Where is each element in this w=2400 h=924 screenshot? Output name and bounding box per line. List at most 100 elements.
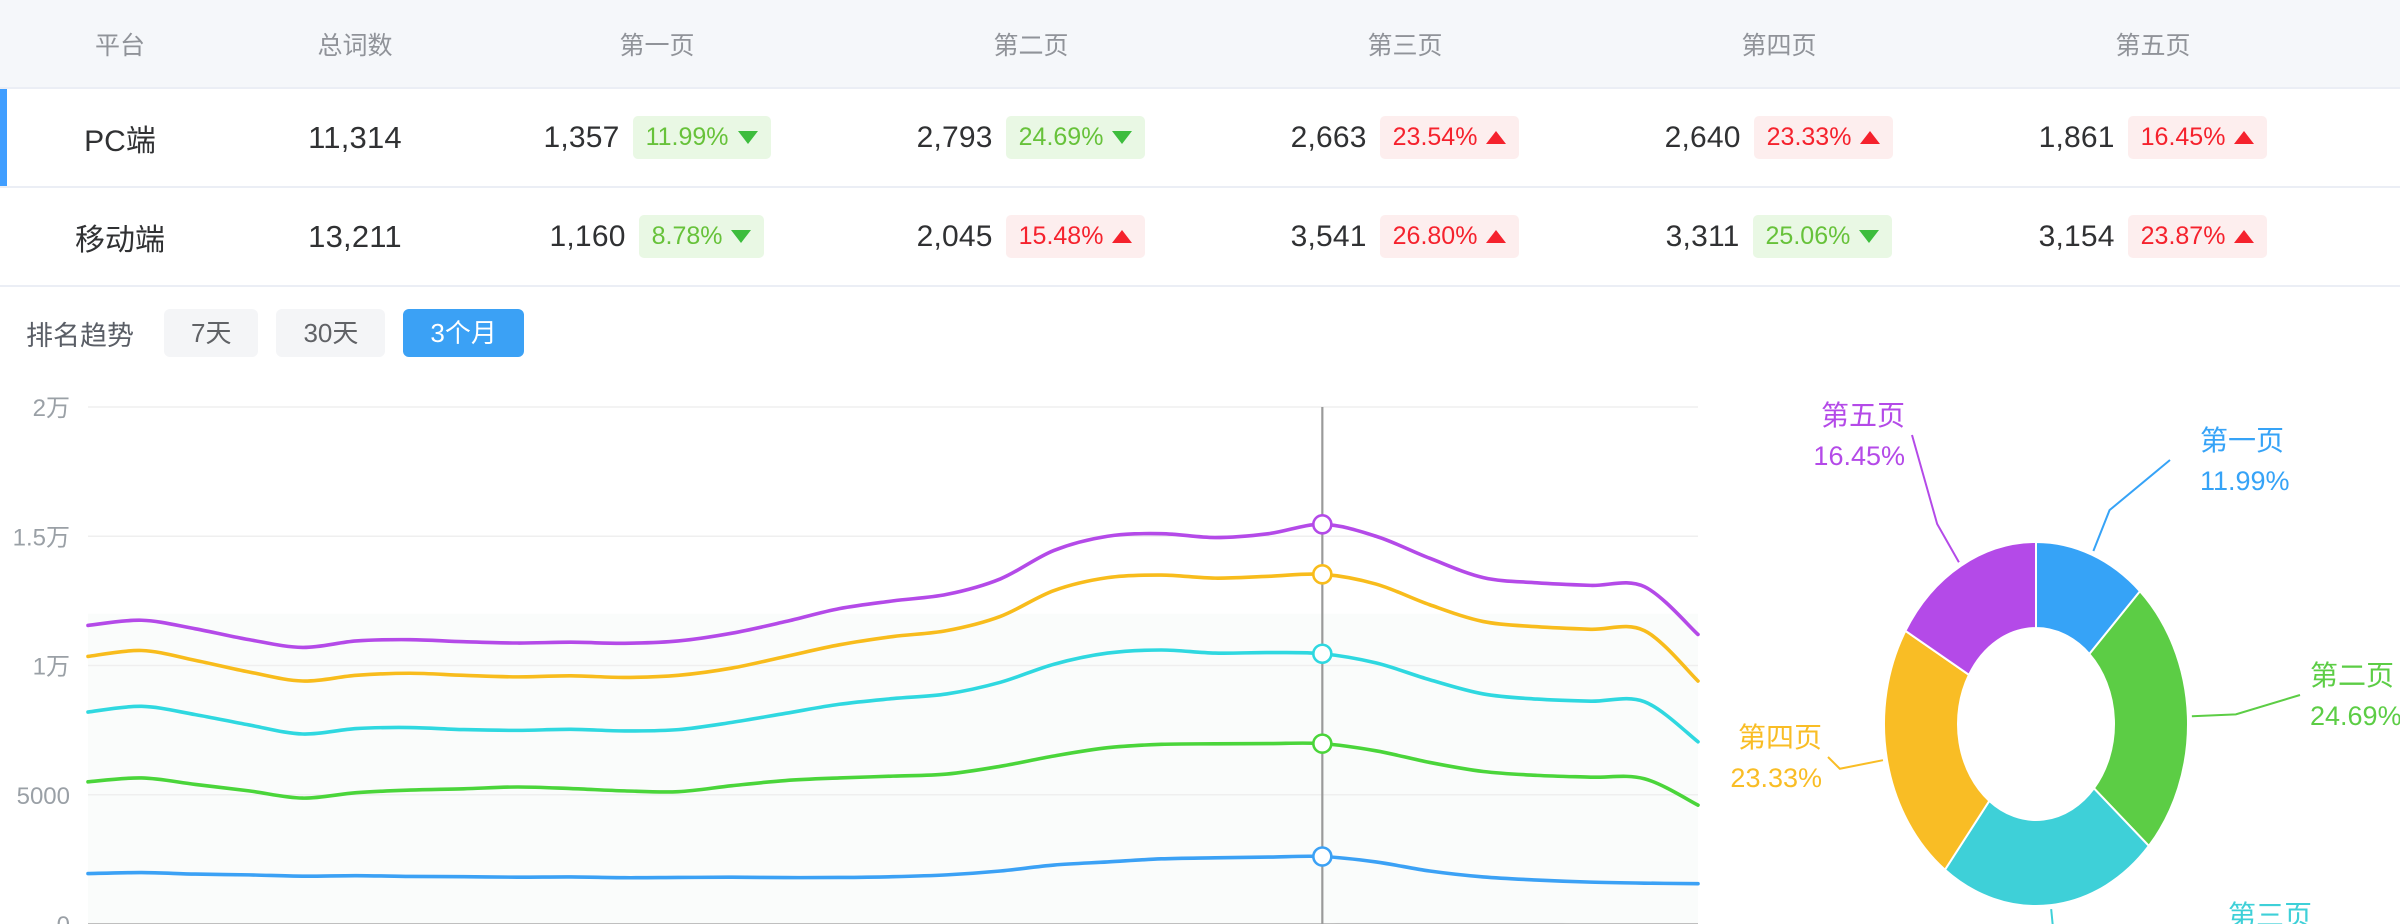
page-percent-badge: 16.45% <box>2127 116 2268 159</box>
page-percent-value: 16.45% <box>2140 123 2226 151</box>
table-row[interactable]: 移动端 13,211 1,160 8.78% 2,045 <box>0 187 2400 287</box>
page-count: 3,154 <box>2038 219 2115 253</box>
y-axis-tick: 1.5万 <box>13 524 70 551</box>
table-header-row: 平台 总词数 第一页 第二页 第三页 第四页 第五页 <box>0 0 2400 89</box>
page-count: 2,640 <box>1664 120 1741 154</box>
line-series-前20名 <box>86 741 1700 807</box>
page-count: 2,045 <box>916 219 993 253</box>
range-30days-button[interactable]: 30天 <box>276 309 386 357</box>
y-axis-tick: 0 <box>57 912 70 924</box>
total-value: 13,211 <box>308 218 402 254</box>
donut-label-name: 第五页 <box>1821 400 1905 431</box>
donut-leader-line <box>2092 459 2171 552</box>
hover-marker-前10名 <box>1312 846 1333 867</box>
cell-page-1: 1,357 11.99% <box>470 88 844 188</box>
donut-label-name: 第一页 <box>2200 425 2284 456</box>
cell-page-3: 2,663 23.54% <box>1218 88 1592 188</box>
page-percent-value: 24.69% <box>1018 123 1104 151</box>
page-percent-badge: 15.48% <box>1005 215 1146 258</box>
th-platform: 平台 <box>0 0 240 89</box>
donut-label-value: 16.45% <box>1813 441 1905 471</box>
page-count: 2,793 <box>916 120 993 154</box>
donut-slice-第五页[interactable] <box>1904 540 2037 677</box>
page-count: 1,357 <box>543 120 620 154</box>
triangle-up-icon <box>2234 131 2255 144</box>
cell-platform: PC端 <box>0 88 240 188</box>
donut-leader-line <box>2050 909 2054 924</box>
th-page-1: 第一页 <box>470 0 844 89</box>
hover-marker-前40名 <box>1312 564 1333 585</box>
hover-marker-前30名 <box>1312 643 1333 665</box>
page-percent-badge: 23.54% <box>1379 116 1520 159</box>
cell-actions <box>2340 88 2400 188</box>
cell-page-4: 2,640 23.33% <box>1592 88 1966 188</box>
triangle-up-icon <box>1486 131 1507 144</box>
triangle-down-icon <box>1112 131 1133 144</box>
cell-page-1: 1,160 8.78% <box>470 187 844 287</box>
donut-label-name: 第三页 <box>2228 900 2312 924</box>
donut-leader-line <box>1827 756 1884 770</box>
total-value: 11,314 <box>308 119 402 155</box>
page-count: 1,861 <box>2038 120 2115 154</box>
page-percent-value: 23.54% <box>1392 123 1478 151</box>
page-count: 2,663 <box>1290 120 1367 154</box>
th-page-2: 第二页 <box>844 0 1218 89</box>
cell-page-2: 2,793 24.69% <box>844 88 1218 188</box>
donut-slice-第三页[interactable] <box>1943 786 2151 907</box>
th-page-3: 第三页 <box>1218 0 1592 89</box>
page-percent-badge: 8.78% <box>638 215 765 258</box>
page-percent-badge: 23.33% <box>1753 116 1894 159</box>
page-count: 1,160 <box>549 219 626 253</box>
cell-total: 13,211 <box>240 187 470 287</box>
platform-rank-table: 平台 总词数 第一页 第二页 第三页 第四页 第五页 PC端 11,314 1,… <box>0 0 2400 287</box>
line-series-前10名 <box>86 854 1700 886</box>
cell-page-5: 3,154 23.87% <box>1966 187 2340 287</box>
triangle-up-icon <box>1112 230 1133 243</box>
rank-trend-line-chart[interactable]: 050001万1.5万2万07-3108-1008-2008-3009-0909… <box>0 379 1700 924</box>
y-axis-tick: 1万 <box>33 654 70 681</box>
trend-toolbar: 排名趋势 7天 30天 3个月 <box>0 287 2400 379</box>
donut-slice-第二页[interactable] <box>2088 589 2189 848</box>
hover-marker-前50名 <box>1312 514 1333 535</box>
cell-page-4: 3,311 25.06% <box>1592 187 1966 287</box>
cell-platform: 移动端 <box>0 187 240 287</box>
table-row[interactable]: PC端 11,314 1,357 11.99% 2,793 <box>0 88 2400 188</box>
charts-area: 爱站网 050001万1.5万2万07-3108-1008-2008-3009-… <box>0 379 2400 924</box>
page-count: 3,541 <box>1290 219 1367 253</box>
cell-page-3: 3,541 26.80% <box>1218 187 1592 287</box>
range-3months-button[interactable]: 3个月 <box>403 309 524 357</box>
page-percent-value: 25.06% <box>1765 222 1851 250</box>
th-page-4: 第四页 <box>1592 0 1966 89</box>
page-percent-badge: 11.99% <box>632 116 771 159</box>
hover-marker-前20名 <box>1312 733 1333 754</box>
th-actions <box>2340 0 2400 89</box>
th-page-5: 第五页 <box>1966 0 2340 89</box>
donut-slice-第四页[interactable] <box>1883 629 1991 872</box>
donut-label-name: 第二页 <box>2310 660 2394 691</box>
donut-leader-line <box>1911 434 1960 563</box>
cell-page-2: 2,045 15.48% <box>844 187 1218 287</box>
y-axis-tick: 5000 <box>17 783 70 810</box>
triangle-up-icon <box>1860 131 1881 144</box>
donut-label-name: 第四页 <box>1738 722 1822 753</box>
range-7days-button[interactable]: 7天 <box>164 309 259 357</box>
page-percent-value: 8.78% <box>651 222 723 250</box>
page-percent-value: 11.99% <box>645 123 729 151</box>
page-percent-badge: 26.80% <box>1379 215 1520 258</box>
page-percent-value: 23.87% <box>2140 222 2226 250</box>
page-percent-badge: 24.69% <box>1005 116 1146 159</box>
trend-title: 排名趋势 <box>26 320 134 351</box>
th-total-keywords: 总词数 <box>240 0 470 89</box>
donut-label-value: 23.33% <box>1730 763 1822 793</box>
cell-total: 11,314 <box>240 88 470 188</box>
triangle-down-icon <box>731 230 752 243</box>
donut-label-value: 11.99% <box>2200 466 2290 496</box>
page-distribution-donut-chart[interactable]: 第一页11.99%第二页24.69%第三页23.54%第四页23.33%第五页1… <box>1700 379 2400 924</box>
donut-leader-line <box>2191 694 2301 718</box>
triangle-down-icon <box>737 131 758 144</box>
cell-actions <box>2340 187 2400 287</box>
line-series-前50名 <box>86 522 1700 650</box>
line-series-前30名 <box>86 648 1700 744</box>
page-percent-value: 23.33% <box>1766 123 1852 151</box>
page-percent-value: 15.48% <box>1018 222 1104 250</box>
